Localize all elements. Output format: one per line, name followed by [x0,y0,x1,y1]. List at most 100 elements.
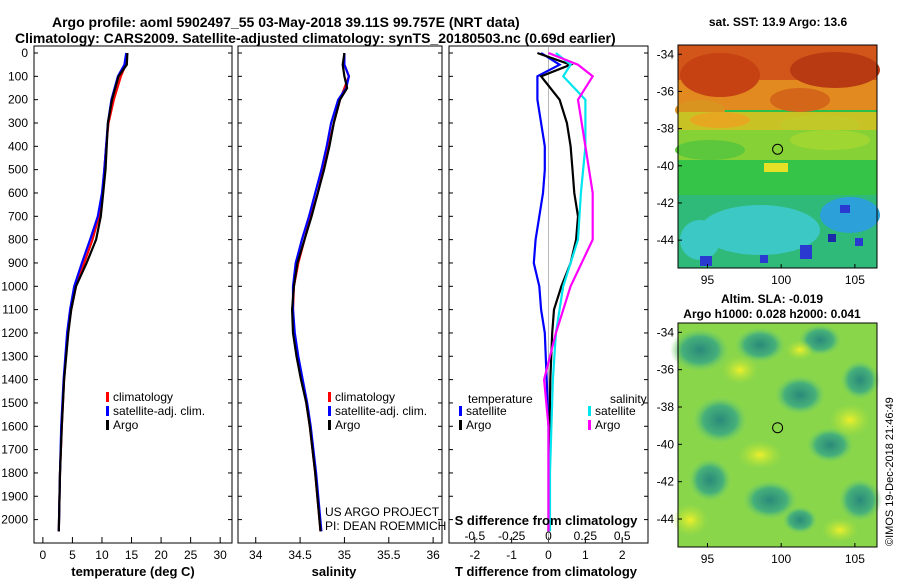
series-line-t-satellite [532,52,562,532]
argo-location-marker [772,143,784,155]
lat-tick-label: -34 [657,47,675,61]
sst-map-title: sat. SST: 13.9 Argo: 13.6 [709,15,848,29]
x-tick-label: 0 [40,548,47,562]
lat-tick-label: -34 [657,325,675,339]
sla-map-image [670,323,882,547]
difference-axis: -2 -1 0 1 2-0.5 -0.25 0 0.25 0.5 [449,46,648,562]
t-difference-xlabel: T difference from climatology [455,564,638,579]
series-line-s-satellite [548,52,587,532]
argo-location-marker [772,422,784,434]
legend-swatch [328,406,331,416]
depth-tick-label: 700 [8,209,28,223]
legend-label: satellite-adj. clim. [113,404,205,418]
legend-swatch [328,420,331,430]
series-line-satellite-adj-clim- [291,53,351,532]
depth-tick-label: 0 [21,46,28,60]
depth-tick-label: 300 [8,116,28,130]
legend-swatch [459,406,462,416]
x-tick-label: 35 [338,548,352,562]
difference-panel: -2 -1 0 1 2-0.5 -0.25 0 0.25 0.5 T difference fr… [448,45,649,579]
lat-tick-label: -38 [657,122,675,136]
difference-legend: temperature salinitysatelliteArgosatellit… [459,392,647,432]
pi-annotation: PI: DEAN ROEMMICH [325,519,446,533]
depth-tick-label: 1400 [1,373,28,387]
salinity-series [290,52,351,532]
legend-label: Argo [466,418,492,432]
legend-label: climatology [113,390,173,404]
lon-tick-label: 95 [701,273,715,287]
x-tick-label: 2 [619,548,626,562]
legend-swatch [588,420,591,430]
sla-map-panel: Altim. SLA: -0.019 Argo h1000: 0.028 h20… [657,292,882,566]
x-tick-label: -2 [469,548,480,562]
x-tick-label: 1 [582,548,589,562]
depth-tick-label: 1200 [1,326,28,340]
depth-tick-label: 1600 [1,419,28,433]
depth-tick-label: 1500 [1,396,28,410]
lat-tick-label: -40 [657,159,675,173]
legend-label: Argo [335,418,361,432]
legend-swatch [459,420,462,430]
x-tick-label: 0 [545,548,552,562]
s-difference-xlabel: S difference from climatology [455,513,639,528]
imos-credit: ©IMOS 19-Dec-2018 21:46:49 [884,397,896,546]
depth-tick-label: 1800 [1,466,28,480]
depth-tick-label: 400 [8,139,28,153]
lat-tick-label: -38 [657,400,675,414]
legend-swatch [106,392,109,402]
lon-tick-label: 95 [701,552,715,566]
difference-series [532,51,595,532]
series-line-s-argo [542,51,595,532]
x-tick-label: 35.5 [377,548,401,562]
sst-map-image [675,45,880,268]
salinity-frame [237,45,443,544]
legend-title-salinity: salinity [610,392,647,406]
depth-tick-label: 1000 [1,279,28,293]
lat-tick-label: -42 [657,475,675,489]
lon-tick-label: 105 [845,273,865,287]
legend-swatch [106,406,109,416]
lon-tick-label: 100 [771,273,791,287]
sst-map-axis: 95 100 105 -34 -36 -38 -40 -42 -44 [657,47,866,287]
depth-tick-label: 200 [8,93,28,107]
s-tick-label: -0.25 [498,529,526,543]
legend-label: satellite [595,404,636,418]
depth-tick-label: 1100 [2,303,28,317]
s-tick-label: 0.25 [574,529,598,543]
x-tick-label: 5 [69,548,76,562]
legend-label: satellite [466,404,507,418]
x-tick-label: 25 [184,548,198,562]
temperature-panel: 0 5 10 15 20 25 30 temperature (deg C) climato… [33,45,233,579]
lat-tick-label: -36 [657,363,675,377]
legend-label: satellite-adj. clim. [335,404,427,418]
lat-tick-label: -42 [657,196,675,210]
legend-label: Argo [113,418,139,432]
header-line-2: Climatology: CARS2009. Satellite-adjuste… [15,30,616,46]
legend-label: Argo [595,418,621,432]
sla-map-axis: 95 100 105 -34 -36 -38 -40 -42 -44 [657,325,866,566]
sla-map-subtitle: Argo h1000: 0.028 h2000: 0.041 [683,307,861,321]
series-line-argo [290,52,349,532]
legend-title-temperature: temperature [468,392,533,406]
legend-swatch [106,420,109,430]
depth-tick-label: 500 [8,163,28,177]
x-tick-label: 15 [125,548,139,562]
x-tick-label: 34.5 [288,548,312,562]
sla-map-title: Altim. SLA: -0.019 [721,292,823,306]
temperature-axis: 0 5 10 15 20 25 30 [34,52,232,562]
x-tick-label: 36 [426,548,440,562]
salinity-xlabel: salinity [312,564,358,579]
depth-tick-label: 900 [8,256,28,270]
series-line-satellite-adj-clim- [57,52,128,532]
s-tick-label: -0.5 [464,529,485,543]
x-tick-label: -1 [506,548,517,562]
legend-label: climatology [335,390,395,404]
series-line-argo [57,52,129,532]
s-tick-label: 0.5 [614,529,631,543]
depth-axis: 0 100 200 300 400 500 600 700 800 900 1000 1100 1200… [1,46,28,527]
x-tick-label: 34 [249,548,263,562]
depth-tick-label: 1700 [1,443,28,457]
legend-swatch [328,392,331,402]
